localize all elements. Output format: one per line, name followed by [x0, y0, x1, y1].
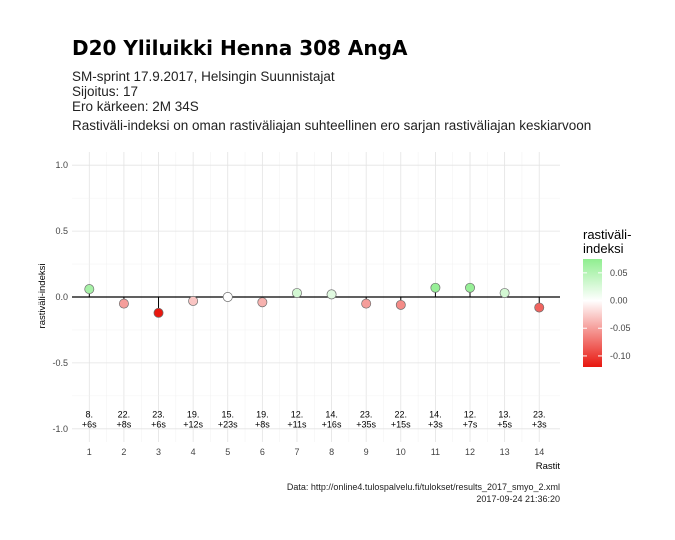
x-tick-label: 1 [87, 447, 92, 457]
point-label-rank: 23. [360, 409, 373, 419]
point-label-diff: +8s [255, 419, 270, 429]
x-tick-label: 8 [329, 447, 334, 457]
point-label-diff: +6s [82, 419, 97, 429]
x-tick-label: 13 [500, 447, 510, 457]
point-label-rank: 23. [152, 409, 165, 419]
data-point [499, 288, 510, 298]
x-axis-ticks: 1 2 3 4 5 6 7 8 9 10 11 12 13 14 [87, 447, 544, 457]
y-tick-label: 0.5 [55, 226, 68, 236]
data-point [361, 298, 372, 309]
legend-colorbar [583, 259, 602, 367]
legend: rastiväli- indeksi 0.05 0.00 -0.05 -0.10 [583, 227, 631, 367]
data-point [84, 284, 95, 295]
x-tick-label: 14 [534, 447, 544, 457]
y-tick-label: 1.0 [55, 160, 68, 170]
subtitle-line-3: Ero kärkeen: 2M 34S [72, 99, 199, 114]
point-label-diff: +7s [463, 419, 478, 429]
x-axis-title: Rastit [536, 461, 561, 472]
caption-timestamp: 2017-09-24 21:36:20 [476, 494, 560, 504]
y-axis-title: rastiväli-indeksi [37, 264, 48, 329]
subtitle-line-2: Sijoitus: 17 [72, 84, 138, 99]
point-label-diff: +5s [497, 419, 512, 429]
point-label-rank: 14. [429, 409, 442, 419]
x-tick-label: 3 [156, 447, 161, 457]
y-tick-label: -1.0 [52, 424, 68, 434]
point-label-diff: +3s [532, 419, 547, 429]
point-label-rank: 22. [395, 409, 408, 419]
data-point [153, 307, 164, 318]
subtitle-line-1: SM-sprint 17.9.2017, Helsingin Suunnista… [72, 69, 335, 84]
x-tick-label: 6 [260, 447, 265, 457]
data-point [188, 296, 199, 306]
point-label-diff: +23s [218, 419, 238, 429]
data-point [465, 282, 475, 293]
data-point [395, 299, 406, 310]
point-label-diff: +15s [391, 419, 411, 429]
point-label-rank: 13. [498, 409, 511, 419]
data-point [118, 298, 129, 309]
point-labels: 8.+6s22.+8s23.+6s19.+12s15.+23s19.+8s12.… [82, 409, 547, 429]
x-tick-label: 11 [431, 447, 440, 457]
point-label-diff: +8s [117, 419, 132, 429]
point-label-rank: 14. [325, 409, 338, 419]
point-label-diff: +3s [428, 419, 443, 429]
legend-tick-label: 0.00 [610, 296, 628, 306]
chart-title: D20 Yliluikki Henna 308 AngA [72, 36, 408, 60]
x-tick-label: 2 [121, 447, 126, 457]
data-point [257, 297, 268, 308]
points [84, 282, 545, 318]
subtitle-line-4: Rastiväli-indeksi on oman rastiväliajan … [72, 118, 591, 133]
x-tick-label: 5 [225, 447, 230, 457]
x-tick-label: 12 [465, 447, 475, 457]
data-point [326, 289, 337, 300]
legend-tick-label: 0.05 [610, 268, 628, 278]
point-label-diff: +16s [322, 419, 342, 429]
point-label-rank: 15. [221, 409, 234, 419]
point-label-rank: 23. [533, 409, 546, 419]
legend-ticks: 0.05 0.00 -0.05 -0.10 [583, 268, 631, 361]
point-label-rank: 19. [187, 409, 200, 419]
point-label-rank: 12. [291, 409, 304, 419]
x-tick-label: 9 [364, 447, 369, 457]
point-label-rank: 8. [86, 409, 94, 419]
legend-title-line-2: indeksi [583, 241, 624, 256]
y-axis-ticks: 1.0 0.5 0.0 -0.5 -1.0 [52, 160, 68, 434]
legend-tick-label: -0.10 [610, 351, 631, 361]
y-tick-label: 0.0 [55, 292, 68, 302]
legend-title-line-1: rastiväli- [583, 227, 631, 242]
data-point [534, 302, 545, 313]
data-point [292, 288, 302, 298]
point-label-diff: +6s [151, 419, 166, 429]
x-tick-label: 4 [191, 447, 196, 457]
point-label-diff: +11s [287, 419, 307, 429]
legend-tick-label: -0.05 [610, 323, 631, 333]
point-label-rank: 22. [118, 409, 131, 419]
data-point [222, 292, 233, 302]
grid [72, 152, 560, 442]
point-label-rank: 19. [256, 409, 269, 419]
caption-source: Data: http://online4.tulospalvelu.fi/tul… [287, 482, 560, 492]
point-label-rank: 12. [464, 409, 477, 419]
x-tick-label: 7 [294, 447, 299, 457]
y-tick-label: -0.5 [52, 358, 68, 368]
point-label-diff: +12s [183, 419, 203, 429]
x-tick-label: 10 [396, 447, 406, 457]
data-point [430, 282, 441, 293]
point-label-diff: +35s [356, 419, 376, 429]
